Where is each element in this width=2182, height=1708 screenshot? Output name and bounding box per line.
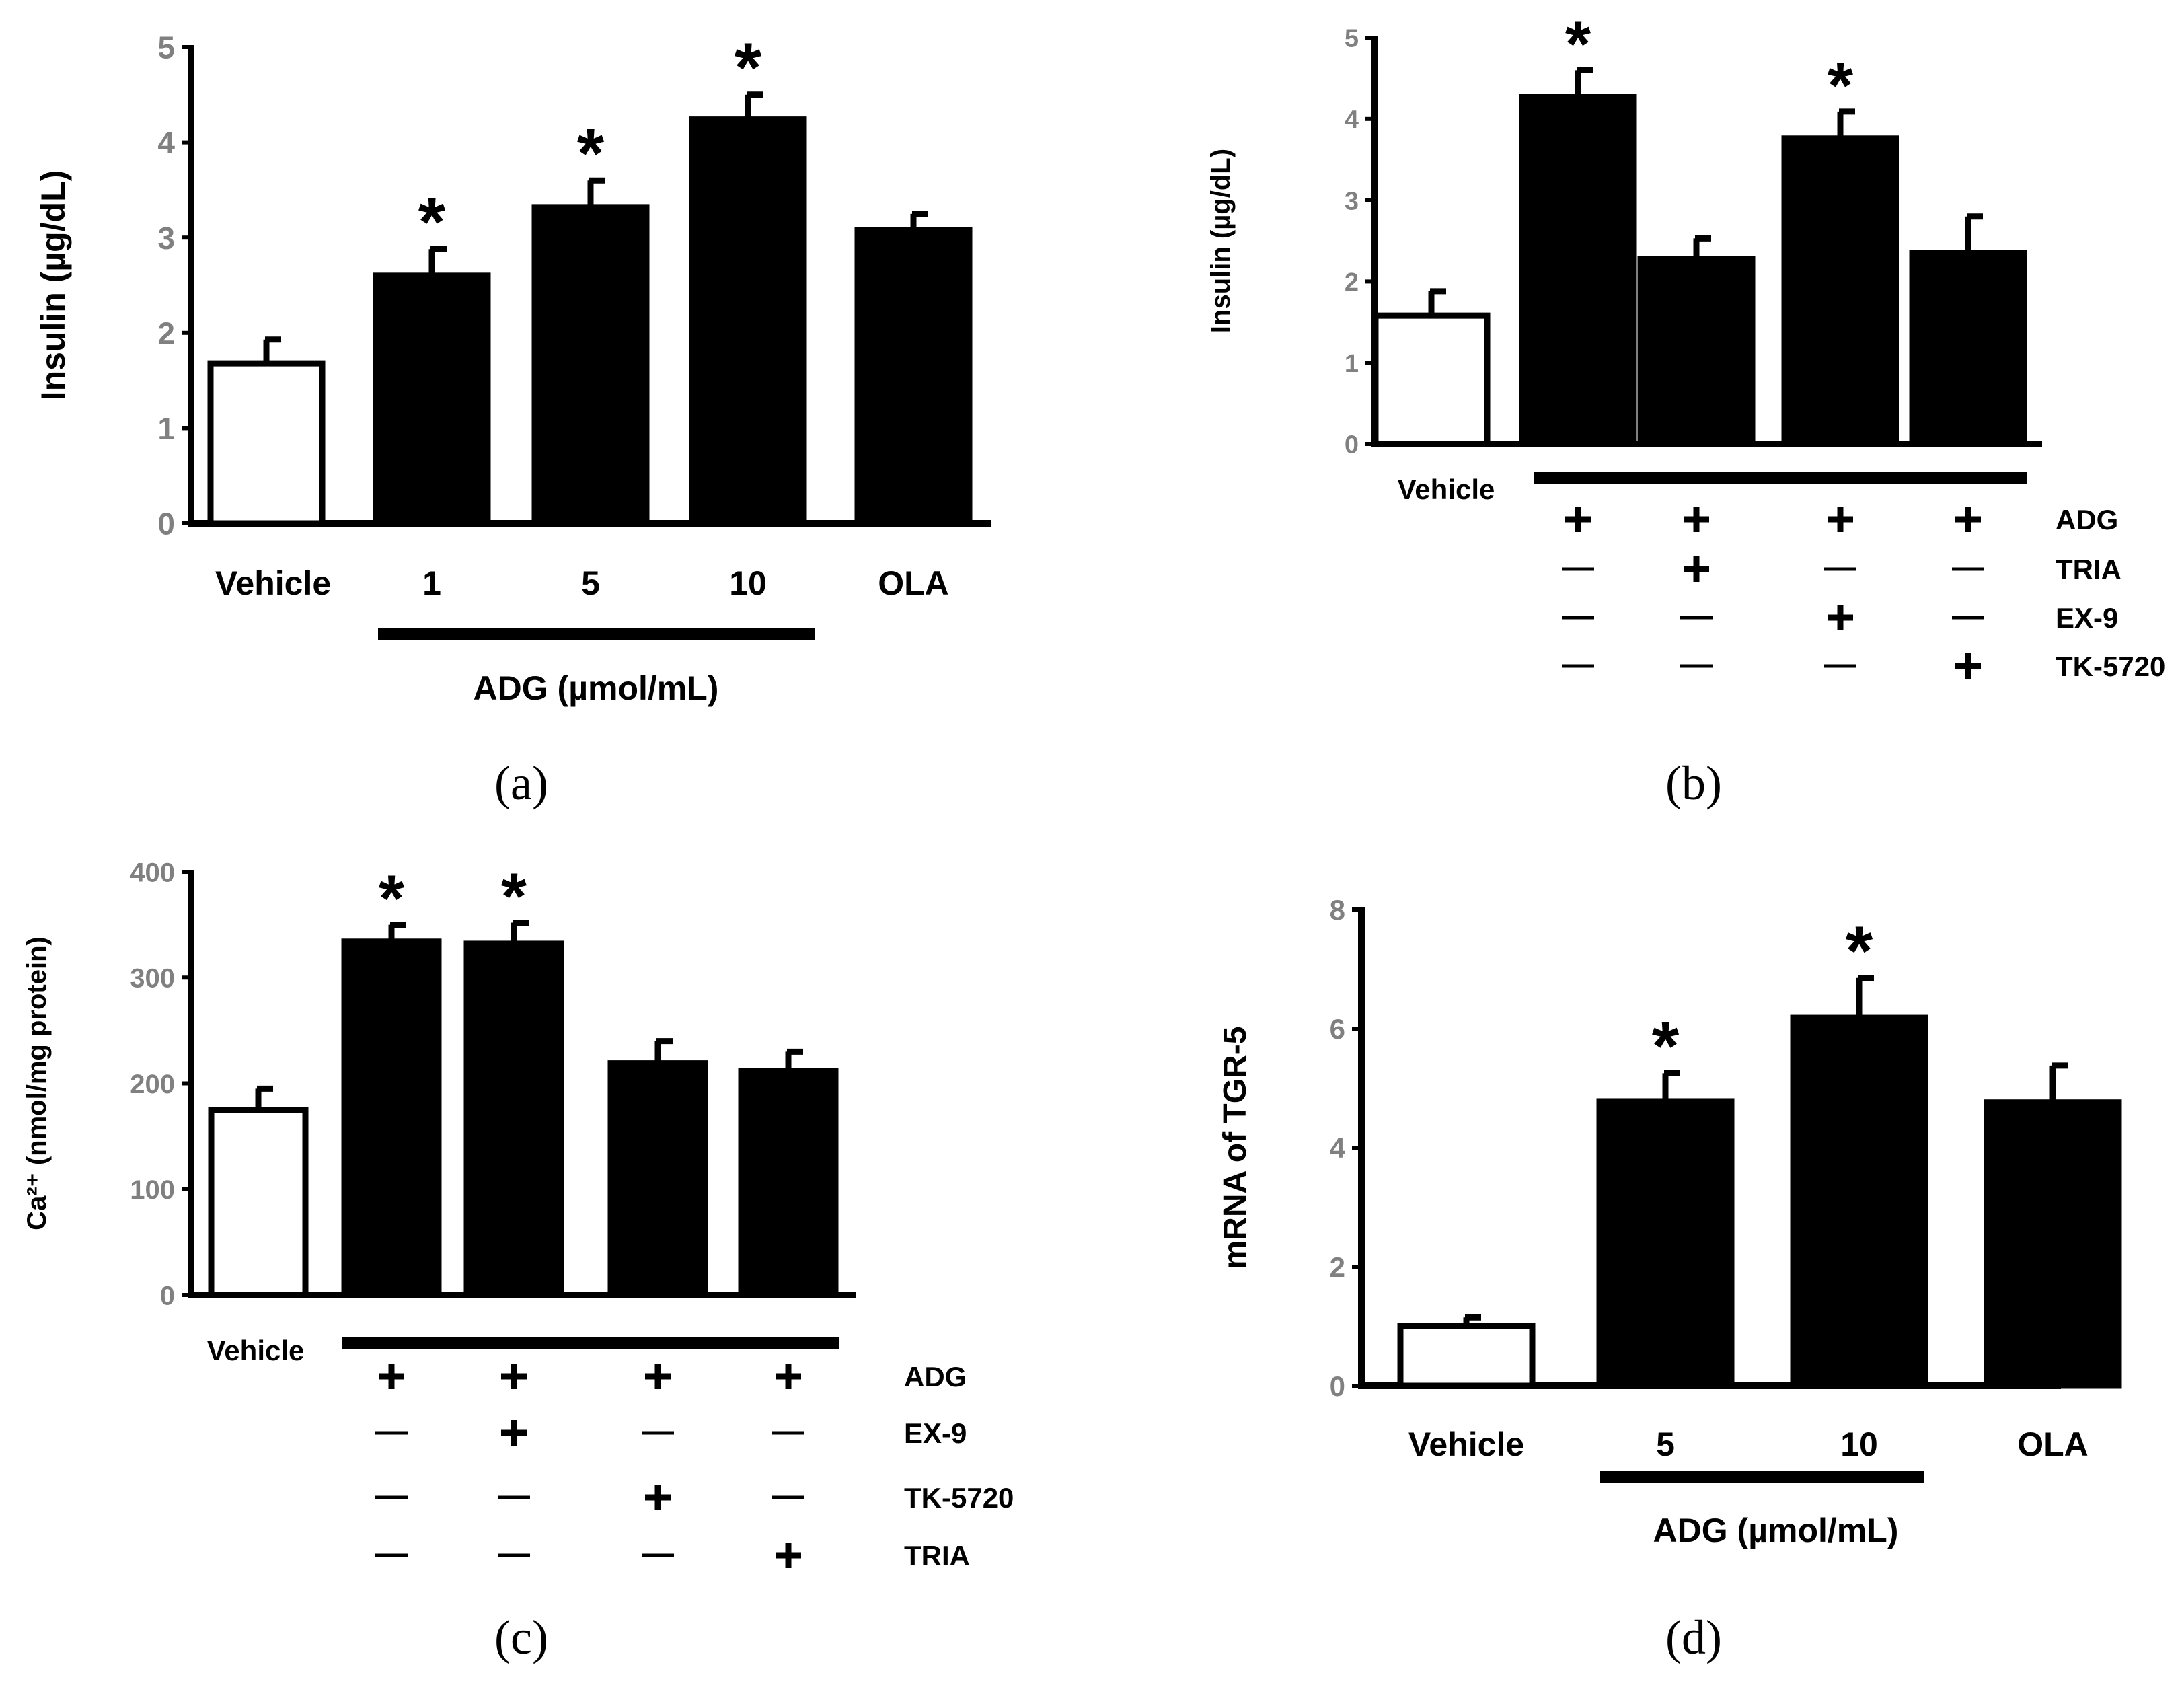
vehicle-label: Vehicle	[1398, 474, 1495, 505]
y-tick-label: 200	[130, 1070, 175, 1099]
x-category-label: Vehicle	[1408, 1425, 1524, 1463]
panel-letter: (b)	[1665, 756, 1722, 810]
significance-star: *	[1565, 7, 1591, 81]
y-tick-label: 0	[1345, 431, 1359, 459]
y-tick-label: 2	[1330, 1251, 1345, 1283]
bar	[1519, 94, 1637, 447]
treatment-label: EX-9	[904, 1417, 967, 1449]
bar	[689, 116, 807, 527]
y-tick-label: 5	[1345, 25, 1359, 53]
y-tick-label: 4	[1330, 1132, 1346, 1164]
bar	[1781, 135, 1899, 447]
y-axis-label: Insulin (µg/dL)	[1206, 149, 1236, 333]
y-axis-label: Insulin (µg/dL)	[34, 170, 72, 401]
significance-star: *	[1652, 1007, 1680, 1085]
significance-star: *	[379, 862, 405, 936]
bar	[208, 1107, 309, 1298]
y-tick-label: 4	[157, 125, 175, 160]
y-tick-label: 0	[1330, 1370, 1345, 1402]
y-tick-label: 8	[1330, 894, 1345, 926]
treatment-label: TK-5720	[904, 1482, 1014, 1514]
y-tick-label: 2	[157, 315, 175, 350]
group-label: ADG (µmol/mL)	[474, 669, 719, 707]
x-category-label: Vehicle	[215, 564, 331, 602]
x-category-label: OLA	[878, 564, 949, 602]
y-tick-label: 3	[1345, 187, 1359, 215]
y-tick-label: 1	[1345, 350, 1359, 378]
significance-star: *	[735, 29, 762, 107]
treatment-label: TRIA	[2056, 554, 2121, 585]
bar	[1397, 1323, 1536, 1389]
chart-panel-2: 0 1 2 3 4 5 Insulin (µg/dL) * * Vehicle ADG TRIA EX-…	[1206, 7, 2165, 810]
bar	[854, 227, 973, 527]
chart-panel-3: 0 100 200 300 400 Ca²⁺ (nmol/mg protein) * * Veh…	[22, 858, 1014, 1664]
y-tick-label: 5	[157, 30, 175, 65]
bar	[1596, 1098, 1735, 1389]
y-tick-label: 300	[130, 964, 175, 994]
y-tick-label: 2	[1345, 268, 1359, 297]
significance-star: *	[501, 859, 527, 933]
y-axis-label: mRNA of TGR-5	[1217, 1027, 1253, 1269]
y-tick-label: 0	[157, 507, 175, 542]
x-category-label: 5	[581, 564, 600, 602]
significance-star: *	[1846, 912, 1873, 990]
y-tick-label: 0	[160, 1281, 175, 1310]
y-tick-label: 1	[157, 411, 175, 446]
significance-star: *	[1828, 48, 1854, 122]
bar	[1637, 256, 1756, 447]
y-tick-label: 100	[130, 1175, 175, 1205]
x-category-label: 10	[729, 564, 767, 602]
x-category-label: 10	[1840, 1425, 1878, 1463]
y-axis-label: Ca²⁺ (nmol/mg protein)	[22, 936, 52, 1230]
y-tick-label: 3	[157, 221, 175, 256]
bar	[207, 360, 326, 527]
x-category-label: OLA	[2017, 1425, 2089, 1463]
bar	[531, 204, 650, 527]
treatment-label: ADG	[2056, 504, 2118, 535]
treatment-label: EX-9	[2056, 602, 2118, 634]
x-category-label: 1	[422, 564, 441, 602]
significance-star: *	[418, 183, 446, 261]
bar	[1790, 1014, 1928, 1389]
panel-letter: (a)	[494, 756, 548, 810]
bar	[738, 1068, 839, 1298]
bar	[1909, 250, 2027, 447]
chart-panel-1: 0 1 2 3 4 5 Insulin (µg/dL) * * * Vehicle 1 5 10 OLA AD…	[34, 29, 991, 810]
y-tick-label: 6	[1330, 1013, 1345, 1045]
panel-letter: (d)	[1665, 1610, 1722, 1664]
bar	[1984, 1099, 2122, 1389]
chart-panel-4: 0 2 4 6 8 mRNA of TGR-5 * * Vehicle 5 10 OLA ADG (µm…	[1217, 894, 2122, 1664]
treatment-label: TRIA	[904, 1540, 970, 1571]
bar	[607, 1060, 708, 1298]
bar	[341, 938, 442, 1298]
significance-star: *	[577, 114, 605, 192]
bar	[373, 272, 491, 527]
vehicle-label: Vehicle	[207, 1335, 305, 1366]
bar	[463, 940, 564, 1298]
treatment-label: TK-5720	[2056, 651, 2165, 682]
treatment-label: ADG	[904, 1361, 967, 1393]
group-label: ADG (µmol/mL)	[1653, 1512, 1899, 1549]
y-tick-label: 400	[130, 858, 175, 887]
y-tick-label: 4	[1345, 106, 1359, 134]
bar	[1372, 312, 1491, 447]
x-category-label: 5	[1656, 1425, 1675, 1463]
panel-letter: (c)	[494, 1610, 548, 1664]
